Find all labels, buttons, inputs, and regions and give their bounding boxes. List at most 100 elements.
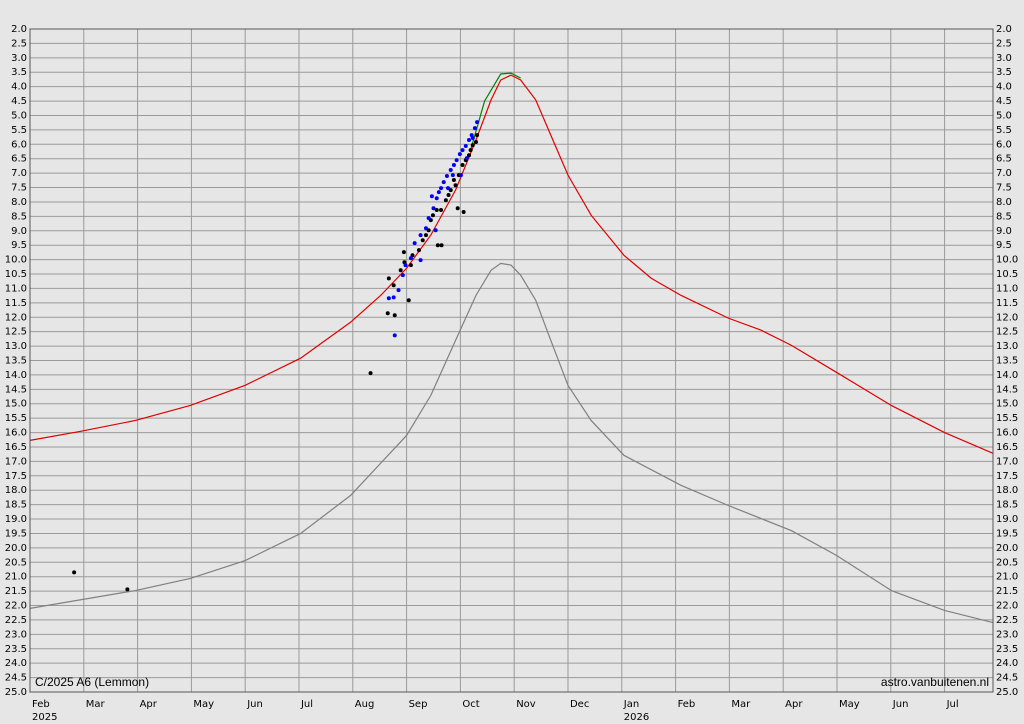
y-tick-label: 3.5 — [11, 67, 27, 78]
y-tick-label: 5.0 — [996, 110, 1012, 121]
observation — [408, 263, 413, 268]
y-tick-label: 10.5 — [996, 269, 1018, 280]
y-tick-label: 8.5 — [11, 211, 27, 222]
y-tick-label: 8.0 — [996, 197, 1012, 208]
y-tick-label: 3.0 — [996, 53, 1012, 64]
y-tick-label: 4.0 — [996, 82, 1012, 93]
observation — [468, 148, 473, 153]
y-tick-label: 18.0 — [996, 485, 1018, 496]
y-tick-label: 17.0 — [5, 456, 27, 467]
observation — [391, 295, 396, 300]
observation — [450, 173, 455, 178]
y-tick-label: 17.0 — [996, 456, 1018, 467]
observation — [72, 570, 77, 575]
y-tick-label: 22.5 — [5, 615, 27, 626]
observation — [439, 243, 444, 248]
x-tick-label: Mar — [86, 699, 106, 710]
observation — [434, 196, 439, 201]
observation — [439, 186, 444, 191]
observation — [429, 194, 434, 199]
observation — [446, 186, 451, 191]
y-tick-label: 25.0 — [5, 687, 27, 698]
y-tick-label: 24.0 — [996, 658, 1018, 669]
observation — [446, 193, 451, 198]
observation — [434, 208, 439, 213]
observation — [444, 174, 449, 179]
x-tick-label: Jun — [246, 699, 263, 710]
y-tick-label: 3.5 — [996, 67, 1012, 78]
y-tick-label: 2.5 — [11, 38, 27, 49]
observation — [368, 371, 373, 376]
y-tick-label: 2.5 — [996, 38, 1012, 49]
observation — [423, 226, 428, 231]
observation — [391, 283, 396, 288]
observation — [392, 313, 397, 318]
y-tick-label: 8.5 — [996, 211, 1012, 222]
y-tick-label: 19.5 — [996, 528, 1018, 539]
observation — [392, 333, 397, 338]
x-tick-label: Dec — [570, 699, 589, 710]
y-tick-label: 15.5 — [5, 413, 27, 424]
y-tick-label: 18.5 — [996, 500, 1018, 511]
y-tick-label: 14.5 — [5, 384, 27, 395]
observation — [398, 268, 403, 273]
y-tick-label: 2.0 — [996, 24, 1012, 35]
observation — [125, 587, 130, 592]
plot-frame — [29, 28, 994, 693]
y-tick-label: 14.0 — [996, 370, 1018, 381]
x-tick-label: Apr — [140, 699, 158, 710]
y-tick-label: 13.0 — [5, 341, 27, 352]
x-year-label: 2026 — [624, 712, 649, 723]
y-tick-label: 10.0 — [5, 255, 27, 266]
x-tick-label: Sep — [409, 699, 428, 710]
curve — [29, 262, 994, 624]
observation — [466, 137, 471, 142]
observation — [406, 298, 411, 303]
observation — [448, 167, 453, 172]
y-tick-label: 11.0 — [5, 283, 27, 294]
observation — [454, 158, 459, 163]
y-tick-label: 18.5 — [5, 500, 27, 511]
y-tick-label: 9.5 — [996, 240, 1012, 251]
y-tick-label: 11.5 — [996, 298, 1018, 309]
y-tick-label: 19.0 — [5, 514, 27, 525]
x-tick-label: May — [193, 699, 214, 710]
y-tick-label: 7.5 — [996, 183, 1012, 194]
observation — [412, 241, 417, 246]
y-tick-label: 3.0 — [11, 53, 27, 64]
y-tick-label: 20.0 — [996, 543, 1018, 554]
y-tick-label: 24.0 — [5, 658, 27, 669]
observation — [473, 139, 478, 144]
y-tick-label: 12.5 — [5, 327, 27, 338]
observation — [472, 126, 477, 131]
observation — [418, 258, 423, 263]
y-tick-label: 16.5 — [996, 442, 1018, 453]
credit: astro.vanbuitenen.nl — [881, 675, 989, 689]
y-tick-label: 16.0 — [5, 428, 27, 439]
y-tick-label: 6.0 — [996, 139, 1012, 150]
y-tick-label: 21.0 — [996, 572, 1018, 583]
x-tick-label: Feb — [32, 699, 50, 710]
y-tick-label: 23.5 — [996, 644, 1018, 655]
y-tick-label: 14.0 — [5, 370, 27, 381]
observation — [401, 250, 406, 255]
y-tick-label: 23.0 — [5, 629, 27, 640]
x-tick-label: Feb — [678, 699, 696, 710]
y-tick-label: 7.0 — [11, 168, 27, 179]
y-tick-label: 23.5 — [5, 644, 27, 655]
y-tick-label: 25.0 — [996, 687, 1018, 698]
y-tick-label: 11.5 — [5, 298, 27, 309]
x-tick-label: Nov — [516, 699, 536, 710]
y-tick-label: 12.0 — [5, 312, 27, 323]
observation — [418, 233, 423, 238]
y-tick-label: 12.5 — [996, 327, 1018, 338]
y-tick-label: 22.5 — [996, 615, 1018, 626]
y-tick-label: 24.5 — [996, 673, 1018, 684]
observation — [386, 296, 391, 301]
x-tick-label: Aug — [355, 699, 375, 710]
observation — [436, 190, 441, 195]
y-tick-label: 5.0 — [11, 110, 27, 121]
y-tick-label: 9.5 — [11, 240, 27, 251]
